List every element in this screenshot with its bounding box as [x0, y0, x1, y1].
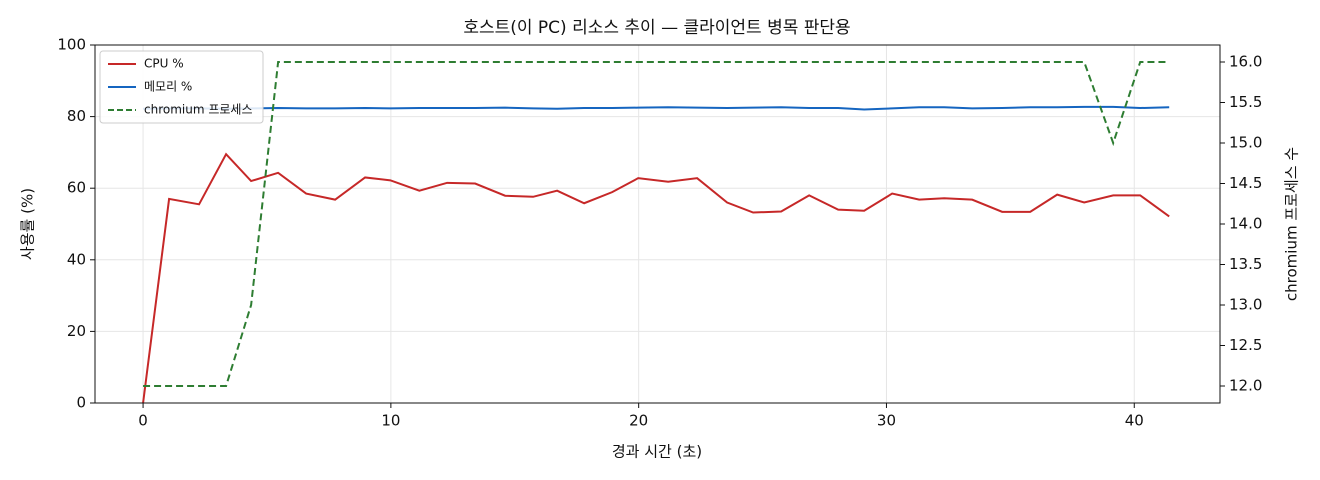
x-tick-label: 30 [877, 412, 896, 430]
line-series [143, 61, 1170, 387]
y2-tick-label: 12.0 [1229, 376, 1262, 394]
legend-label: 메모리 % [144, 80, 192, 94]
y2-tick-label: 15.0 [1229, 134, 1262, 152]
legend-label: CPU % [144, 57, 184, 71]
y2-axis-label: chromium 프로세스 수 [1283, 147, 1301, 301]
y-tick-label: 80 [67, 107, 86, 125]
x-tick-label: 40 [1125, 412, 1144, 430]
x-tick-label: 20 [629, 412, 648, 430]
y-tick-label: 40 [67, 250, 86, 268]
x-axis-label: 경과 시간 (초) [612, 443, 702, 461]
y-tick-label: 100 [57, 36, 86, 54]
y-tick-label: 0 [76, 394, 86, 412]
x-tick-label: 0 [138, 412, 148, 430]
x-tick-label: 10 [381, 412, 400, 430]
line-series [142, 152, 1170, 404]
legend-label: chromium 프로세스 [144, 103, 253, 117]
y2-tick-label: 12.5 [1229, 336, 1262, 354]
y2-tick-label: 13.0 [1229, 295, 1262, 313]
y-tick-label: 20 [67, 322, 86, 340]
line-series [143, 105, 1170, 111]
y2-tick-label: 14.5 [1229, 174, 1262, 192]
y2-tick-label: 14.0 [1229, 215, 1262, 233]
y-tick-label: 60 [67, 179, 86, 197]
plot-frame [94, 44, 1221, 404]
y2-tick-label: 13.5 [1229, 255, 1262, 273]
y2-tick-label: 16.0 [1229, 53, 1262, 71]
chart-title: 호스트(이 PC) 리소스 추이 — 클라이언트 병목 판단용 [463, 18, 850, 38]
y-axis-label: 사용률 (%) [19, 188, 37, 260]
legend-box [99, 50, 264, 124]
y2-tick-label: 15.5 [1229, 93, 1262, 111]
